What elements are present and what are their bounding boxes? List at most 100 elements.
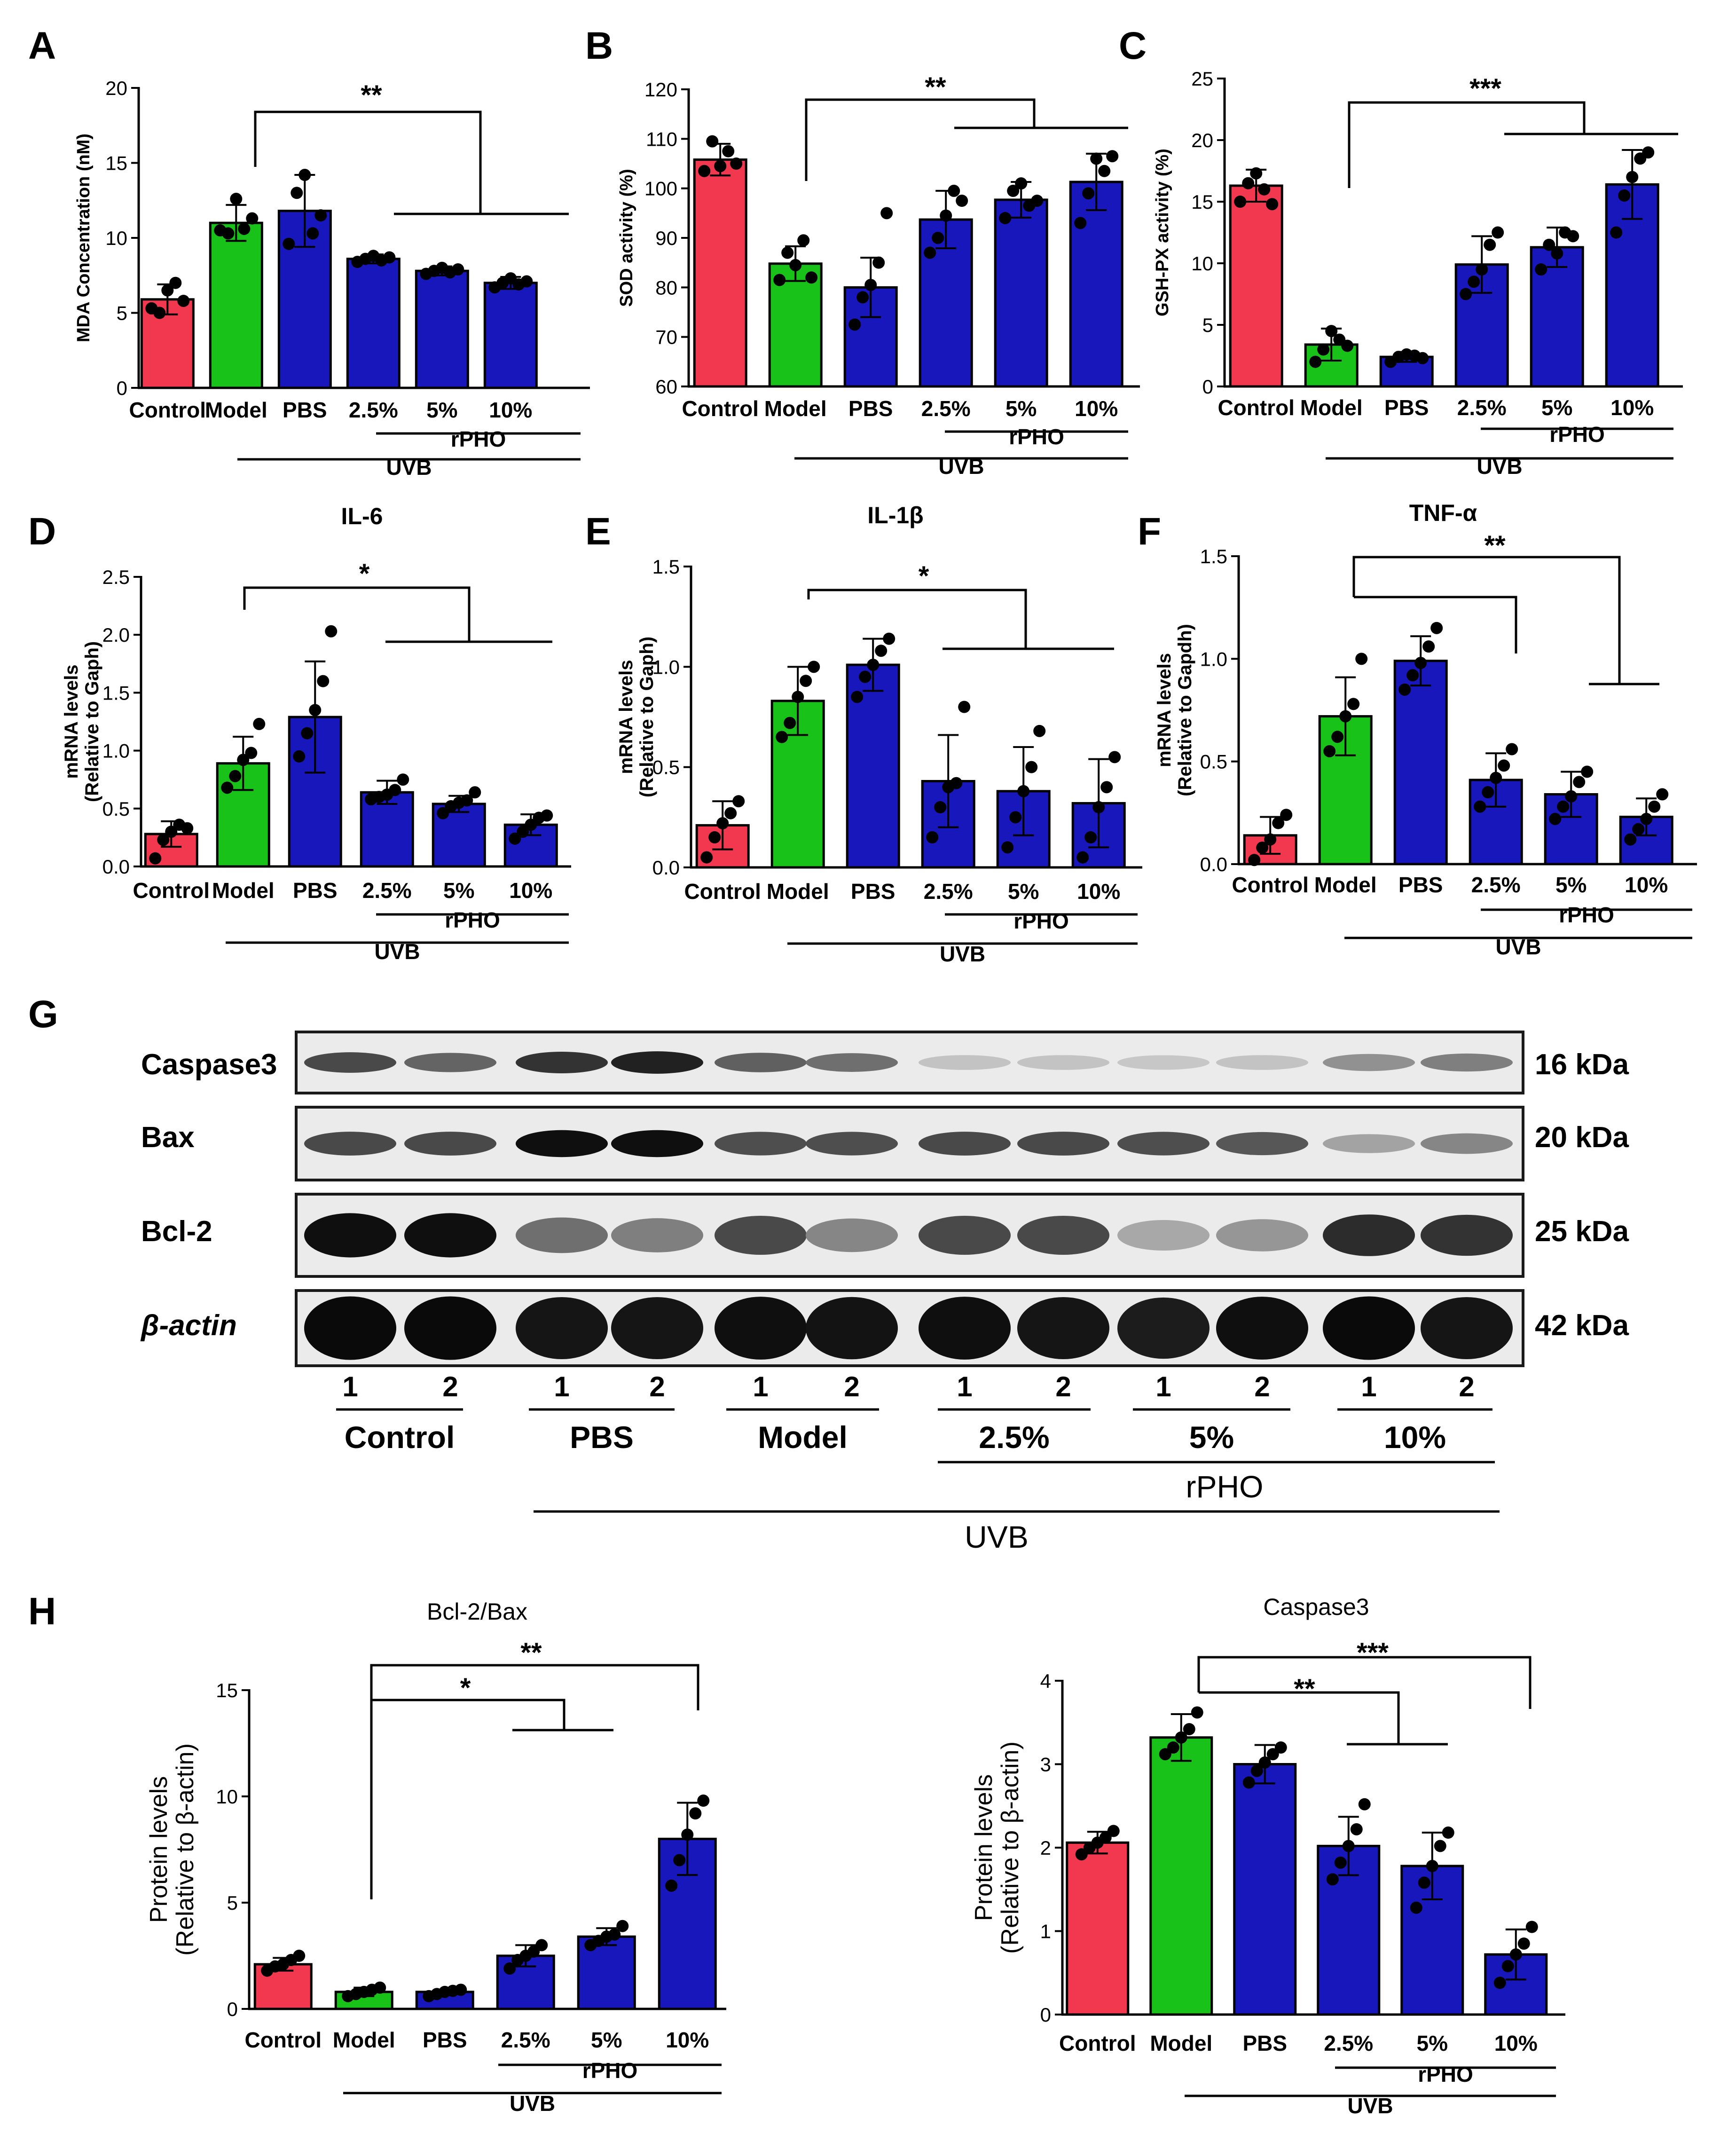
data-point: [608, 1928, 621, 1941]
data-point: [867, 659, 880, 671]
lane-group-label: 10%: [1384, 1420, 1446, 1455]
lane-number: 2: [1055, 1371, 1071, 1402]
data-point: [1347, 698, 1360, 710]
panel-letter: A: [28, 24, 56, 67]
data-point: [317, 675, 330, 687]
data-point: [293, 750, 306, 763]
data-point: [1474, 800, 1486, 813]
data-point: [792, 691, 804, 703]
data-point: [1567, 230, 1579, 243]
bar-model: [209, 221, 263, 389]
significance-label: **: [925, 72, 946, 102]
category-label: 10%: [1494, 2031, 1538, 2055]
category-label: 5%: [1005, 396, 1037, 421]
chart-title: Bcl-2/Bax: [427, 1598, 527, 1625]
data-point: [1339, 710, 1352, 723]
protein-label: Caspase3: [141, 1048, 277, 1081]
category-label: 2.5%: [1471, 873, 1521, 897]
data-point: [1258, 1756, 1271, 1769]
data-point: [1100, 781, 1113, 794]
category-label: Control: [684, 879, 761, 904]
category-label: PBS: [1398, 873, 1443, 897]
blot-band: [611, 1130, 703, 1157]
bar-10pct: [1069, 181, 1123, 388]
data-point: [149, 852, 162, 865]
y-tick-label: 0.5: [1200, 751, 1227, 773]
panel-letter: G: [28, 993, 58, 1036]
blot-band: [1216, 1055, 1308, 1070]
data-point: [1341, 339, 1354, 352]
blot-strip: [295, 1289, 1524, 1367]
y-tick-label: 15: [216, 1679, 238, 1701]
significance-bracket: [807, 589, 1027, 649]
data-point: [503, 1962, 516, 1975]
blot-band: [806, 1132, 898, 1156]
data-point: [525, 819, 537, 831]
blot-band: [919, 1297, 1011, 1360]
blot-band: [516, 1052, 608, 1073]
blot-band: [611, 1051, 703, 1074]
blot-band: [304, 1296, 396, 1360]
data-point: [1626, 171, 1639, 183]
data-point: [1175, 1731, 1187, 1744]
data-point: [1099, 1831, 1112, 1844]
blot-band: [1117, 1132, 1210, 1156]
data-point: [926, 831, 939, 843]
data-point: [238, 222, 251, 235]
blot-band: [404, 1296, 496, 1360]
rpho-label: rPHO: [1559, 903, 1614, 927]
blot-band: [1323, 1214, 1415, 1256]
blot-strip: [295, 1193, 1524, 1278]
blot-band: [611, 1297, 703, 1359]
data-point: [1460, 288, 1472, 300]
y-tick-label: 1: [1040, 1921, 1051, 1943]
data-point: [1015, 177, 1028, 190]
y-tick-label: 5: [227, 1892, 238, 1914]
category-label: Model: [767, 879, 829, 904]
category-label: PBS: [851, 879, 895, 904]
y-tick-label: 20: [1191, 129, 1213, 151]
data-point: [1565, 790, 1578, 803]
y-axis-label: (Relative to Gaph): [82, 641, 102, 802]
blot-band: [404, 1053, 496, 1072]
category-label: Model: [1150, 2031, 1212, 2055]
data-point: [1274, 1741, 1287, 1754]
protein-label: Bcl-2: [141, 1215, 212, 1248]
data-point: [1007, 184, 1020, 197]
blot-band: [1117, 1297, 1210, 1359]
data-point: [1656, 788, 1669, 801]
data-point: [1543, 238, 1555, 251]
data-point: [1414, 657, 1427, 669]
blot-band: [304, 1213, 396, 1258]
data-point: [1482, 786, 1494, 799]
data-point: [1183, 1723, 1195, 1735]
lane-number: 1: [342, 1371, 358, 1402]
significance-bracket: [371, 1699, 566, 1730]
data-point: [875, 645, 888, 657]
uvb-label: UVB: [1495, 935, 1541, 959]
data-point: [1098, 165, 1111, 177]
data-point: [1624, 833, 1637, 846]
data-point: [1264, 833, 1277, 846]
data-point: [1506, 743, 1518, 756]
data-point: [1017, 785, 1030, 797]
data-point: [856, 291, 869, 304]
blot-band: [1421, 1297, 1513, 1359]
data-point: [956, 195, 968, 207]
data-point: [924, 246, 936, 259]
y-tick-label: 4: [1040, 1670, 1051, 1692]
data-point: [1549, 812, 1562, 825]
data-point: [161, 284, 174, 297]
data-point: [724, 807, 737, 819]
y-tick-label: 80: [655, 276, 677, 299]
panel-letter: F: [1138, 510, 1161, 553]
data-point: [1258, 183, 1271, 196]
data-point: [1033, 724, 1046, 737]
uvb-label: UVB: [386, 455, 432, 480]
blot-band: [1421, 1133, 1513, 1154]
data-point: [309, 704, 322, 716]
category-label: 2.5%: [1324, 2031, 1373, 2055]
data-point: [541, 809, 553, 822]
y-tick-label: 60: [655, 376, 677, 398]
data-point: [697, 1795, 710, 1807]
